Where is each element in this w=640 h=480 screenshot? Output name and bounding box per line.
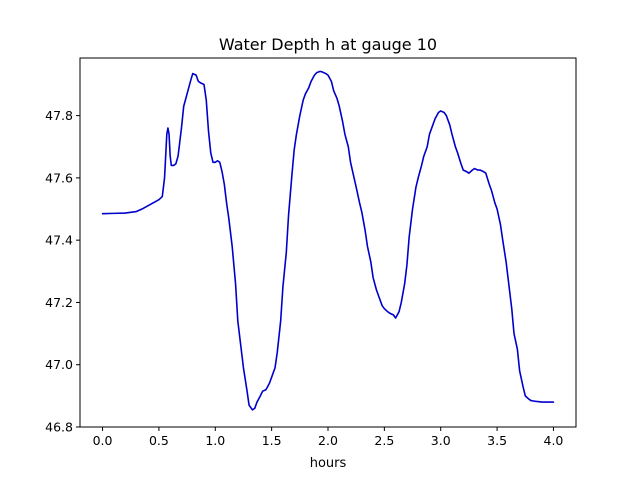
y-tick-label: 47.8 (45, 108, 73, 123)
x-tick-label: 2.0 (318, 433, 338, 448)
x-tick-label: 1.0 (205, 433, 225, 448)
y-tick-label: 46.8 (45, 420, 73, 435)
series-line-0 (101, 70, 555, 411)
y-tick-label: 47.0 (45, 357, 73, 372)
y-tick-label: 47.2 (45, 295, 73, 310)
plot-area: 0.0 0.5 1.0 1.5 2.0 2.5 3.0 3.5 4.0 46.8 47.0 47.2 4… (45, 57, 577, 448)
x-tick-label: 4.0 (544, 433, 564, 448)
y-tick-label: 47.4 (45, 233, 73, 248)
x-tick-label: 2.5 (374, 433, 394, 448)
x-tick-label: 1.5 (262, 433, 282, 448)
chart-title: Water Depth h at gauge 10 (219, 35, 437, 54)
x-axis-title: hours (310, 456, 347, 471)
x-tick-label: 0.5 (149, 433, 169, 448)
x-tick-label: 3.5 (487, 433, 507, 448)
x-tick-label: 3.0 (431, 433, 451, 448)
x-tick-label: 0.0 (93, 433, 113, 448)
y-tick-label: 47.6 (45, 170, 73, 185)
